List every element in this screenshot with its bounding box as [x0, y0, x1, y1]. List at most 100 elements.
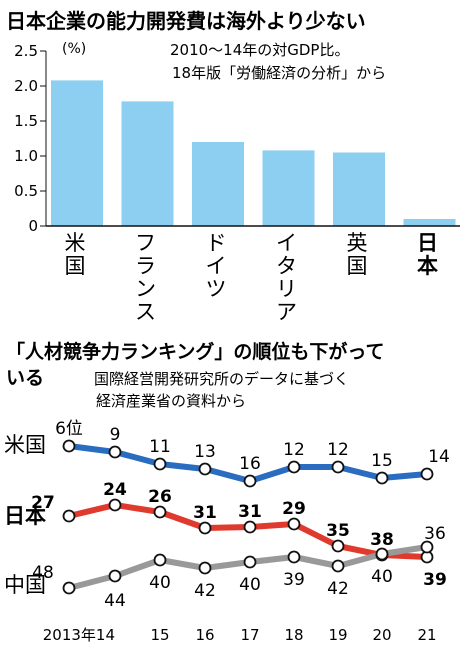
line-chart-title-line-1: 「人材競争力ランキング」の順位も下がって: [6, 340, 384, 363]
data-label: 48: [32, 563, 54, 583]
data-label: 29: [282, 499, 306, 519]
bar-chart-subtitle-line-2: 18年版「労働経済の分析」から: [172, 64, 386, 82]
data-point: [420, 540, 434, 554]
data-point: [287, 550, 301, 564]
data-label: 9: [110, 425, 121, 445]
data-point: [108, 569, 122, 583]
data-point: [331, 539, 345, 553]
data-point: [108, 498, 122, 512]
category-label-char: タ: [276, 254, 297, 278]
data-label: 39: [283, 570, 305, 590]
category-label-char: イ: [276, 231, 297, 255]
category-label-char: リ: [276, 277, 297, 301]
bar: [333, 152, 385, 226]
data-point: [243, 474, 257, 488]
x-axis-label: 20: [372, 626, 391, 644]
category-label-char: ド: [206, 231, 227, 255]
bar: [51, 80, 103, 227]
y-tick-label: 0.5: [14, 182, 38, 200]
bar-chart-unit-label: (%): [62, 41, 86, 57]
data-label: 16: [239, 454, 261, 474]
data-point: [243, 555, 257, 569]
category-label-char: 日: [417, 231, 438, 255]
bar: [262, 150, 315, 226]
x-axis-label: 19: [328, 626, 347, 644]
data-point: [287, 517, 301, 531]
category-label-char: ン: [135, 277, 156, 301]
data-label: 12: [327, 440, 349, 460]
data-point: [331, 559, 345, 573]
line-chart-subtitle-line-1: 国際経営開発研究所のデータに基づく: [94, 370, 349, 388]
data-label: 14: [428, 447, 450, 467]
data-point: [153, 457, 167, 471]
data-label: 40: [239, 575, 261, 595]
data-label: 11: [149, 437, 171, 457]
line-series: 6位 9 11 13 16 12 12 15 14 27 24 26 31 31 29 35 38 39 48 44 4…: [31, 419, 450, 611]
data-label: 24: [103, 480, 127, 500]
data-label: 42: [327, 579, 349, 599]
category-label-char: ス: [135, 300, 156, 324]
x-axis-label: 17: [240, 626, 259, 644]
bar-series: [51, 80, 456, 227]
data-label: 13: [194, 442, 216, 462]
data-label: 31: [193, 503, 217, 523]
y-tick-label: 1.0: [14, 147, 38, 165]
data-point: [331, 460, 345, 474]
data-label: 38: [370, 530, 394, 550]
data-label: 42: [194, 581, 216, 601]
category-label-char: 英: [347, 231, 368, 255]
data-point: [287, 460, 301, 474]
data-point: [153, 505, 167, 519]
data-point: [198, 561, 212, 575]
category-label-char: 米: [65, 231, 86, 255]
series-name-label: 米国: [4, 433, 46, 457]
category-label-char: 本: [417, 254, 438, 278]
bar: [192, 142, 244, 226]
line-x-axis-labels: 2013年14 15 16 17 18 19 20 21: [43, 626, 437, 644]
data-label: 6位: [55, 419, 83, 439]
data-label: 12: [283, 440, 305, 460]
data-label: 35: [326, 521, 350, 541]
bar-chart-title: 日本企業の能力開発費は海外より少ない: [6, 9, 366, 33]
category-label-char: イ: [206, 254, 227, 278]
data-point: [62, 581, 76, 595]
data-point: [243, 520, 257, 534]
bar: [121, 101, 174, 226]
category-label-char: ツ: [206, 277, 227, 301]
x-axis-label: 18: [284, 626, 303, 644]
y-tick-label: 1.5: [14, 112, 38, 130]
category-label-char: フ: [135, 231, 156, 255]
series-name-label: 日本: [4, 504, 46, 528]
x-axis-label: 16: [195, 626, 214, 644]
data-label: 40: [149, 573, 171, 593]
category-label-char: ア: [276, 300, 297, 324]
data-point: [62, 439, 76, 453]
data-point: [108, 445, 122, 459]
data-label: 44: [104, 591, 126, 611]
data-label: 36: [424, 524, 446, 544]
category-label-char: 国: [65, 254, 86, 278]
series-name-label: 中国: [4, 573, 46, 597]
data-point: [62, 509, 76, 523]
bar-y-axis: 0 0.5 1.0 1.5 2.0 2.5: [14, 42, 47, 235]
data-point: [420, 467, 434, 481]
line-chart-title-line-2: いる: [6, 367, 44, 389]
category-label-char: ラ: [135, 254, 156, 278]
bar: [403, 219, 456, 226]
data-label: 15: [371, 451, 393, 471]
category-label-char: 国: [347, 254, 368, 278]
y-tick-label: 0: [28, 217, 38, 235]
line-chart-subtitle-line-2: 経済産業省の資料から: [96, 392, 246, 410]
y-tick-label: 2.0: [14, 77, 38, 95]
data-point: [198, 521, 212, 535]
x-axis-label: 15: [150, 626, 169, 644]
x-axis-label: 2013年14: [43, 626, 115, 644]
data-label: 26: [148, 487, 172, 507]
data-label: 40: [371, 567, 393, 587]
bar-chart-subtitle-line-1: 2010～14年の対GDP比。: [170, 41, 349, 59]
y-tick-label: 2.5: [14, 42, 38, 60]
data-label: 39: [423, 570, 447, 590]
